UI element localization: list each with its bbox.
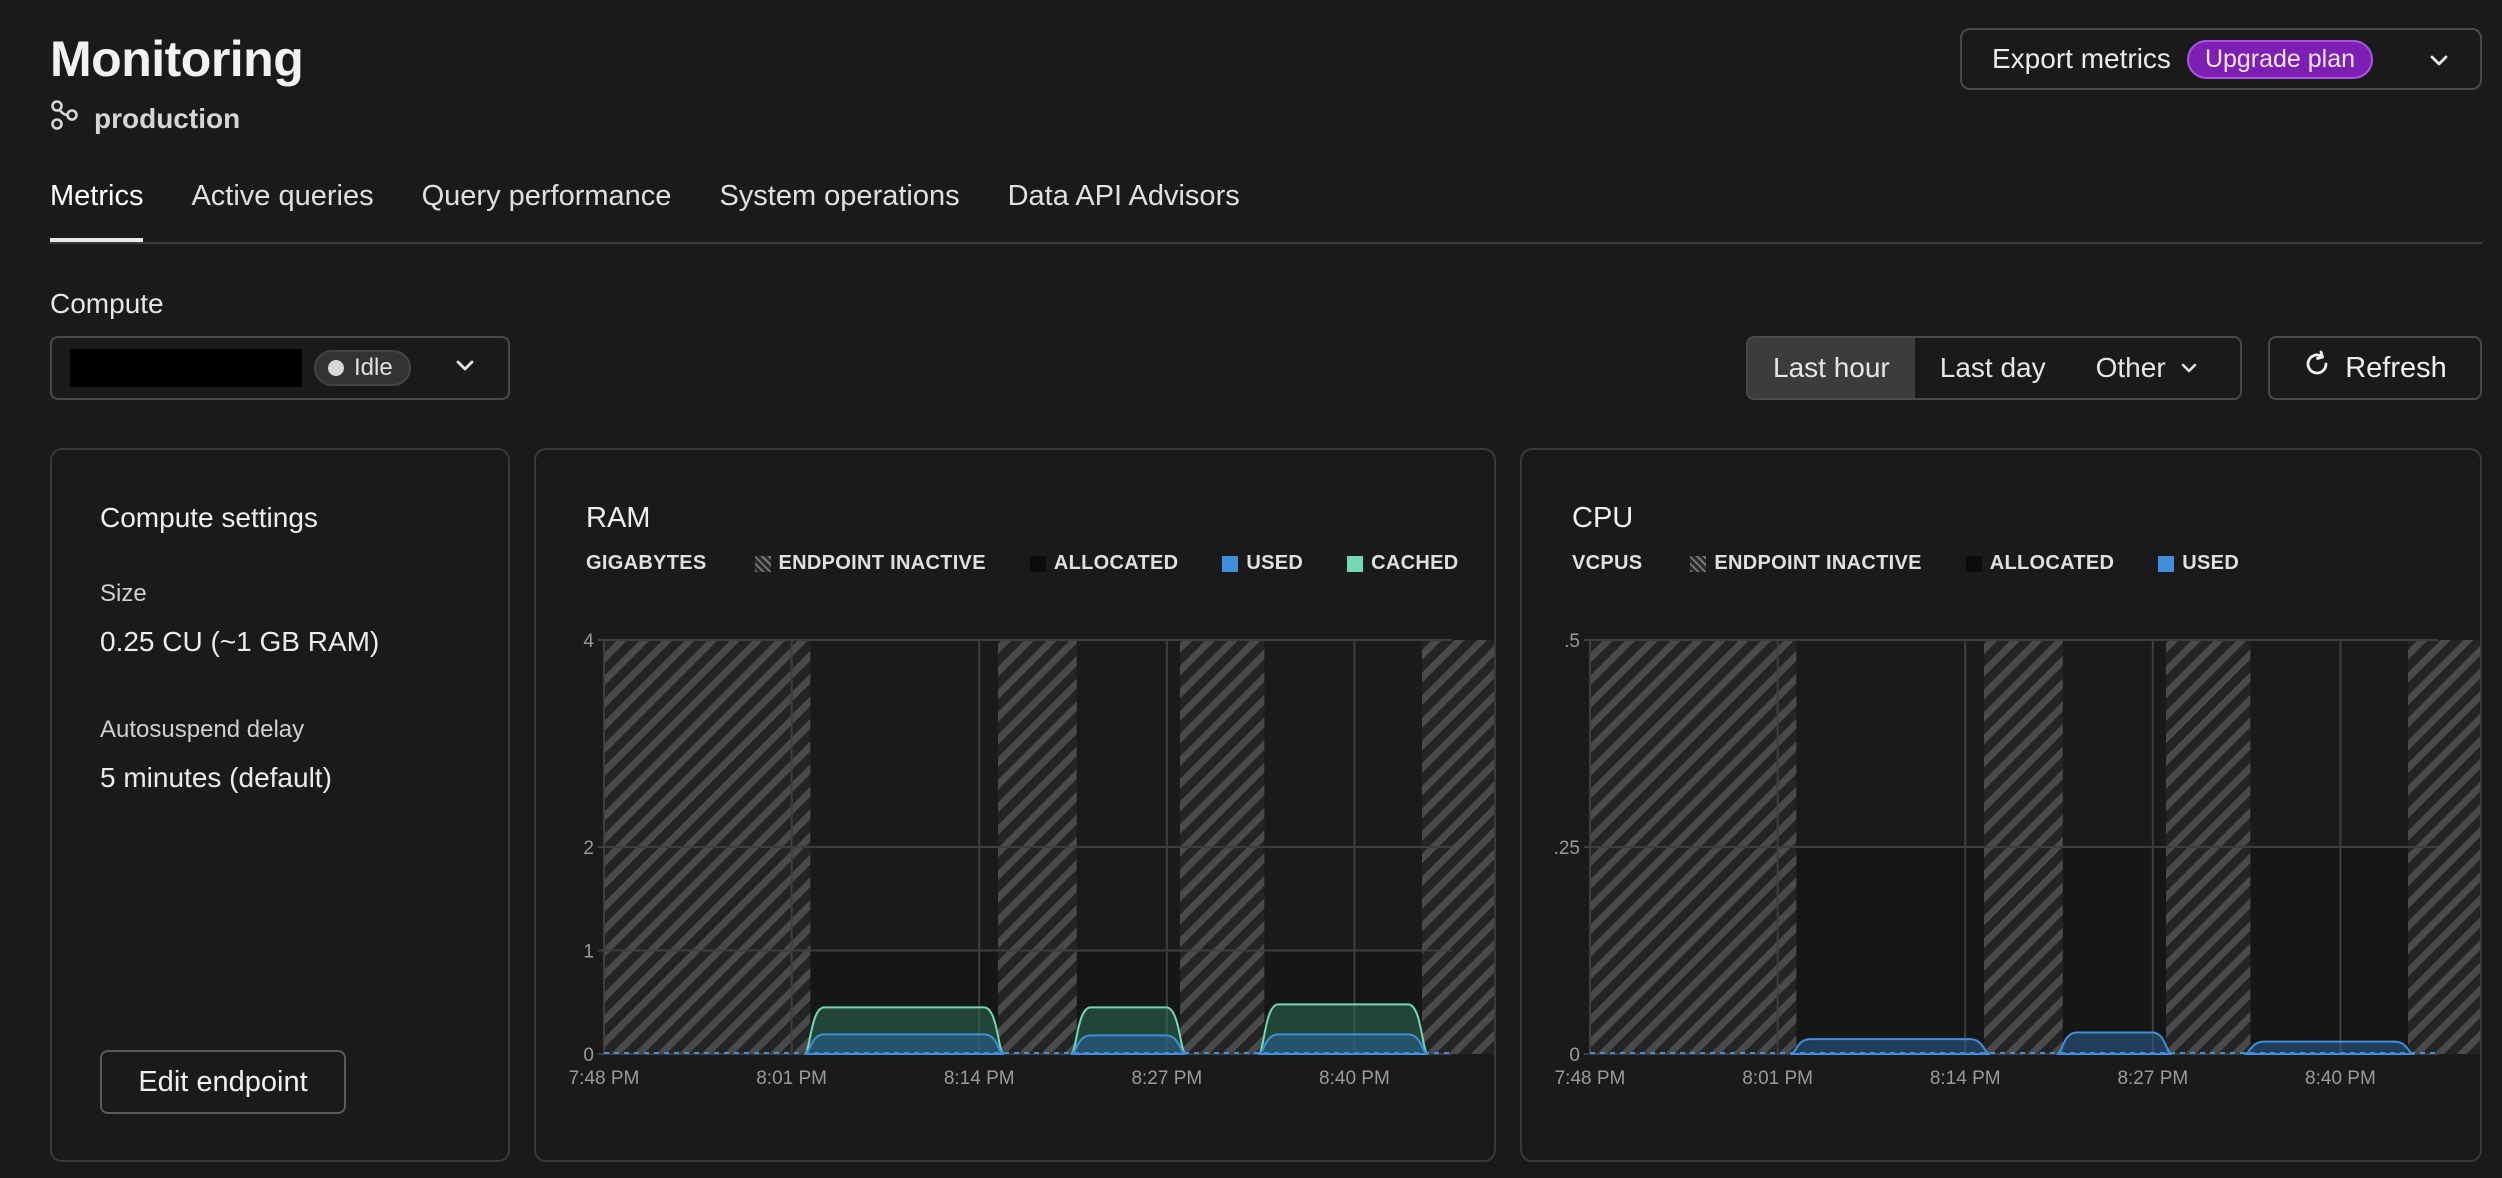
tab-active-queries[interactable]: Active queries	[191, 180, 374, 212]
compute-settings-panel: Compute settings Size 0.25 CU (~1 GB RAM…	[50, 448, 510, 1162]
allocated-area	[2062, 847, 2166, 1054]
tab-data-api-advisors[interactable]: Data API Advisors	[1007, 180, 1240, 212]
export-metrics-button[interactable]: Export metrics Upgrade plan	[1960, 28, 2482, 90]
ram-chart-panel: RAM GIGABYTES ENDPOINT INACTIVE ALLOCATE…	[534, 448, 1496, 1162]
x-tick-label: 8:27 PM	[1131, 1068, 1202, 1089]
x-tick-label: 8:01 PM	[756, 1068, 827, 1089]
legend-item: USED	[2158, 552, 2239, 575]
refresh-icon	[2303, 350, 2331, 386]
legend-label: ENDPOINT INACTIVE	[1714, 552, 1922, 574]
used-area	[803, 1033, 1005, 1055]
legend-item: ENDPOINT INACTIVE	[754, 552, 986, 575]
y-tick-label: 0	[583, 1045, 594, 1066]
autosuspend-value: 5 minutes (default)	[100, 762, 332, 793]
unit-label: GIGABYTES	[586, 552, 707, 574]
chart-title: CPU	[1572, 502, 1634, 534]
settings-title: Compute settings	[100, 502, 318, 533]
range-last-day[interactable]: Last day	[1939, 352, 2046, 383]
status-badge: Idle	[314, 350, 411, 386]
x-tick-label: 8:14 PM	[944, 1068, 1015, 1089]
branch-icon	[50, 100, 78, 137]
cpu-plot: 0 .25 .5 7:48 PM 8:01 PM 8:14 PM 8:27 PM 8:40 P…	[1554, 631, 2480, 1089]
page-title: Monitoring	[50, 31, 304, 87]
allocated-swatch-icon	[1029, 555, 1046, 572]
cached-swatch-icon	[1347, 555, 1364, 572]
x-tick-label: 8:01 PM	[1742, 1068, 1813, 1089]
cpu-chart-panel: CPU VCPUS ENDPOINT INACTIVE ALLOCATED US…	[1520, 448, 2482, 1162]
y-tick-label: 1	[583, 942, 594, 963]
chart-legend: GIGABYTES ENDPOINT INACTIVE ALLOCATED US…	[586, 552, 1459, 575]
tab-bar: Metrics Active queries Query performance…	[50, 176, 2482, 244]
export-metrics-label: Export metrics	[1992, 43, 2171, 74]
unit-label: VCPUS	[1572, 552, 1643, 574]
y-tick-label: .5	[1564, 631, 1580, 652]
legend-item: ALLOCATED	[1965, 552, 2115, 575]
used-swatch-icon	[1222, 555, 1239, 572]
legend-label: CACHED	[1371, 552, 1459, 574]
legend-item: ENDPOINT INACTIVE	[1690, 552, 1921, 575]
legend-label: USED	[1246, 552, 1304, 574]
chevron-down-icon	[2181, 363, 2196, 373]
branch-indicator: production	[50, 100, 240, 137]
time-range-selector: Last hour Last day Other	[1746, 336, 2242, 400]
edit-endpoint-button[interactable]: Edit endpoint	[100, 1050, 346, 1114]
legend-item: CACHED	[1347, 552, 1458, 575]
x-tick-label: 8:40 PM	[1319, 1068, 1390, 1089]
y-tick-label: 2	[583, 838, 594, 859]
autosuspend-label: Autosuspend delay	[100, 716, 305, 743]
compute-label: Compute	[50, 288, 164, 319]
x-tick-label: 7:48 PM	[1555, 1068, 1626, 1089]
legend-label: ALLOCATED	[1053, 552, 1179, 574]
x-tick-label: 7:48 PM	[569, 1068, 640, 1089]
status-dot-icon	[328, 360, 344, 376]
allocated-area	[1796, 847, 1984, 1054]
range-other[interactable]: Other	[2071, 338, 2223, 398]
legend-item: ALLOCATED	[1029, 552, 1179, 575]
used-swatch-icon	[2158, 555, 2175, 572]
legend-label: ALLOCATED	[1989, 552, 2115, 574]
size-value: 0.25 CU (~1 GB RAM)	[100, 626, 380, 657]
status-label: Idle	[354, 354, 393, 381]
legend-label: ENDPOINT INACTIVE	[778, 552, 986, 574]
y-tick-label: 0	[1569, 1045, 1580, 1066]
chevron-down-icon[interactable]	[454, 359, 476, 378]
hatch-swatch-icon	[754, 555, 771, 572]
used-area	[1070, 1034, 1187, 1055]
refresh-label: Refresh	[2345, 351, 2447, 384]
legend-item: USED	[1222, 552, 1303, 575]
upgrade-plan-badge[interactable]: Upgrade plan	[2186, 39, 2374, 79]
branch-name: production	[94, 102, 241, 134]
chevron-down-icon[interactable]	[2428, 43, 2450, 75]
used-area	[2244, 1040, 2415, 1055]
used-area	[2056, 1031, 2173, 1055]
allocated-area	[2250, 847, 2408, 1054]
used-area	[1790, 1038, 1991, 1055]
x-tick-label: 8:27 PM	[2117, 1068, 2188, 1089]
ram-plot: 0 1 2 4 7:48 PM 8:01 PM 8:14 PM 8:27 PM 8:40 PM	[569, 631, 1494, 1089]
chart-legend: VCPUS ENDPOINT INACTIVE ALLOCATED USED	[1572, 552, 2239, 575]
redacted-compute-name	[70, 349, 302, 387]
size-label: Size	[100, 580, 147, 607]
legend-label: USED	[2182, 552, 2240, 574]
used-area	[1258, 1033, 1429, 1055]
x-tick-label: 8:14 PM	[1930, 1068, 2001, 1089]
x-tick-label: 8:40 PM	[2305, 1068, 2376, 1089]
hatch-swatch-icon	[1690, 555, 1707, 572]
y-tick-label: .25	[1554, 838, 1580, 859]
chart-title: RAM	[586, 502, 651, 534]
tab-query-performance[interactable]: Query performance	[421, 180, 672, 212]
allocated-swatch-icon	[1965, 555, 1982, 572]
range-other-label: Other	[2095, 352, 2166, 383]
range-last-hour[interactable]: Last hour	[1748, 338, 1915, 398]
tab-system-operations[interactable]: System operations	[719, 180, 960, 212]
y-tick-label: 4	[583, 631, 594, 652]
refresh-button[interactable]: Refresh	[2268, 336, 2482, 400]
tab-metrics[interactable]: Metrics	[50, 176, 144, 242]
compute-select[interactable]: Idle	[50, 336, 510, 400]
